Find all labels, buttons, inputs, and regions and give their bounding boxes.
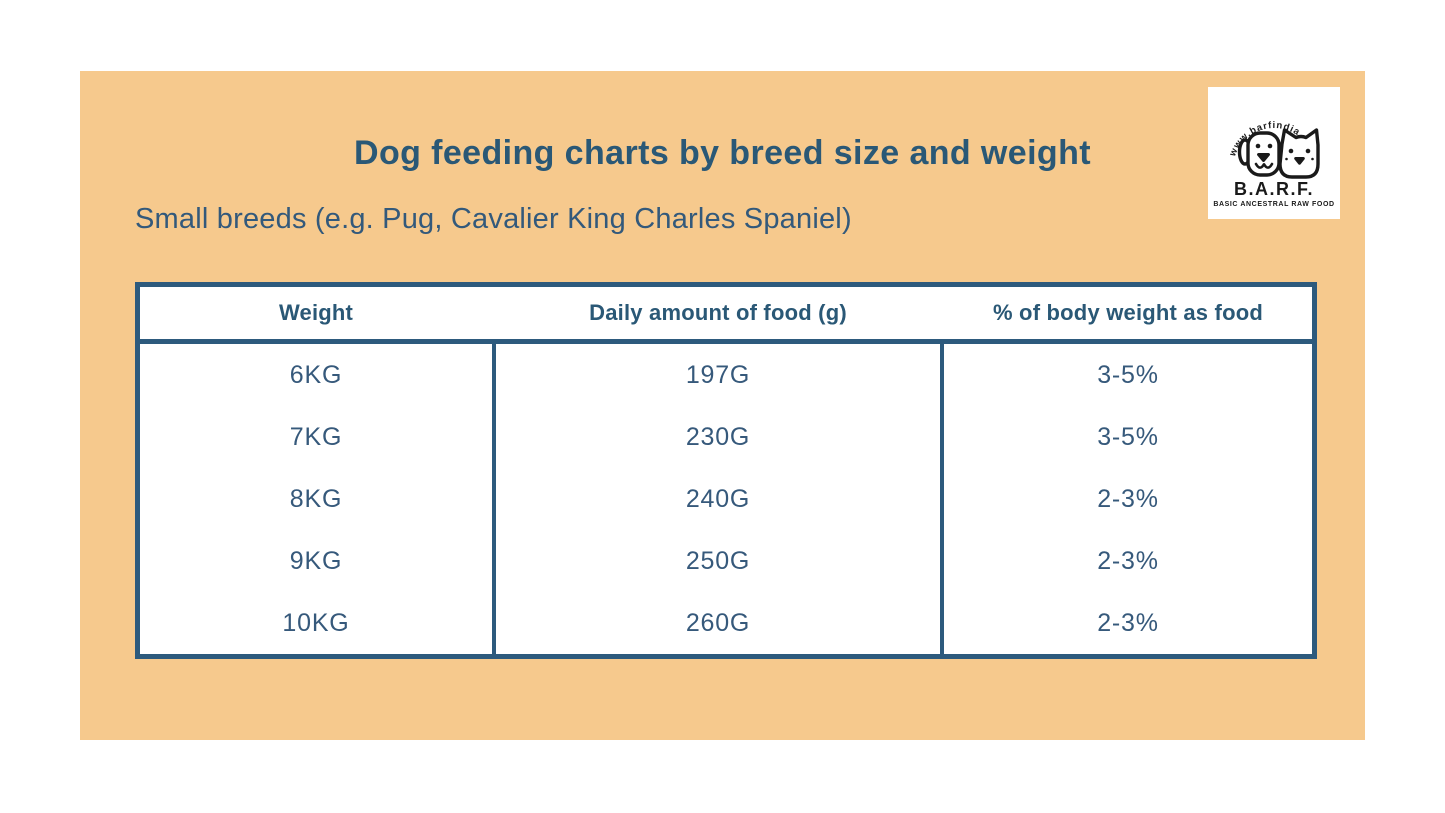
body-weight-pct-cell: 2-3% <box>1097 484 1159 513</box>
logo-name-text: B.A.R.F. <box>1234 179 1314 199</box>
body-weight-pct-cell: 2-3% <box>1097 608 1159 637</box>
table-row: 9KG 250G 2-3% <box>140 530 1312 592</box>
table-row: 6KG 197G 3-5% <box>140 344 1312 406</box>
body-weight-pct-cell: 3-5% <box>1097 360 1159 389</box>
content-panel: Dog feeding charts by breed size and wei… <box>80 71 1365 740</box>
body-weight-pct-cell: 2-3% <box>1097 546 1159 575</box>
table-body: 6KG 197G 3-5% 7KG 230G 3-5% 8KG 240G 2-3… <box>140 344 1312 654</box>
table-header-row: Weight Daily amount of food (g) % of bod… <box>140 287 1312 344</box>
cat-face <box>1285 148 1314 165</box>
column-header-daily-amount: Daily amount of food (g) <box>589 300 847 325</box>
daily-amount-cell: 250G <box>492 530 944 592</box>
daily-amount-cell: 240G <box>492 468 944 530</box>
table-row: 8KG 240G 2-3% <box>140 468 1312 530</box>
weight-cell: 8KG <box>289 484 343 513</box>
barf-logo-graphic: www.barfindia.com <box>1213 120 1334 208</box>
daily-amount-cell: 260G <box>492 592 944 654</box>
logo-tagline-text: BASIC ANCESTRAL RAW FOOD <box>1213 201 1334 208</box>
daily-amount-cell: 230G <box>492 406 944 468</box>
breed-size-subtitle: Small breeds (e.g. Pug, Cavalier King Ch… <box>135 203 852 235</box>
body-weight-pct-cell: 3-5% <box>1097 422 1159 451</box>
dog-face <box>1255 143 1273 162</box>
table-row: 10KG 260G 2-3% <box>140 592 1312 654</box>
feeding-table: Weight Daily amount of food (g) % of bod… <box>135 282 1317 659</box>
page-title: Dog feeding charts by breed size and wei… <box>354 134 1091 172</box>
weight-cell: 7KG <box>289 422 343 451</box>
weight-cell: 6KG <box>289 360 343 389</box>
daily-amount-cell: 197G <box>492 344 944 406</box>
weight-cell: 9KG <box>289 546 343 575</box>
weight-cell: 10KG <box>282 608 350 637</box>
barf-logo: www.barfindia.com <box>1208 87 1340 219</box>
cat-icon <box>1278 128 1320 179</box>
column-header-body-weight-pct: % of body weight as food <box>992 300 1263 325</box>
dog-mouth <box>1254 162 1274 169</box>
table-row: 7KG 230G 3-5% <box>140 406 1312 468</box>
column-header-weight: Weight <box>278 300 354 325</box>
